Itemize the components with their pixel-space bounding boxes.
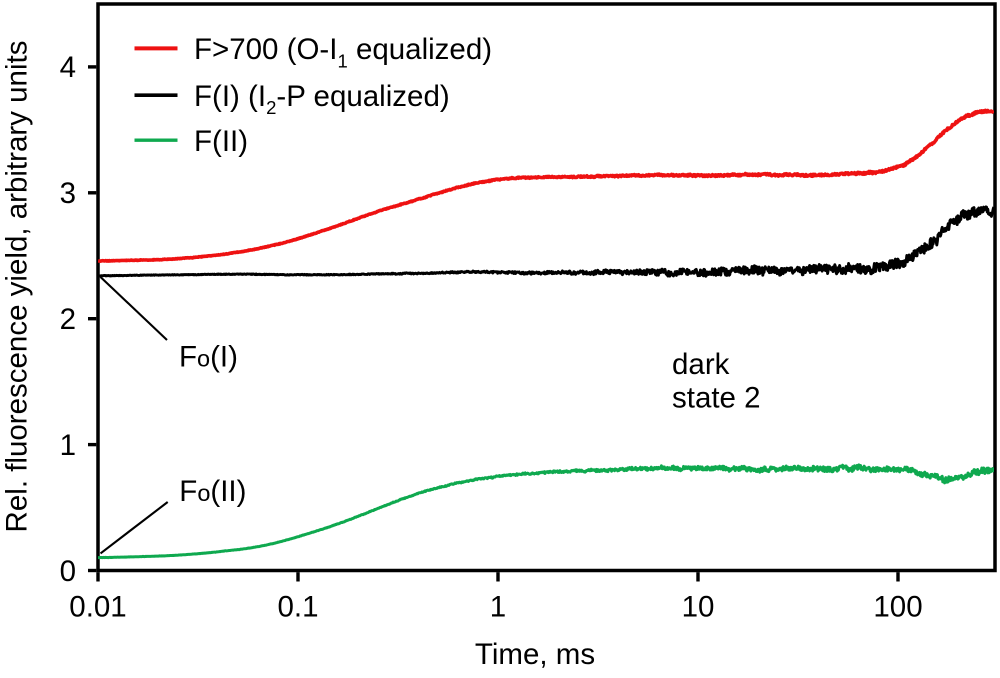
- svg-text:Fo(II): Fo(II): [179, 475, 246, 508]
- svg-text:0: 0: [60, 555, 76, 588]
- svg-text:1: 1: [60, 429, 76, 462]
- svg-text:Time, ms: Time, ms: [475, 638, 595, 671]
- svg-text:0.1: 0.1: [277, 591, 318, 624]
- svg-text:0.01: 0.01: [69, 591, 126, 624]
- svg-text:F(I) (I2-P equalized): F(I) (I2-P equalized): [194, 80, 450, 118]
- svg-text:4: 4: [60, 51, 76, 84]
- svg-text:3: 3: [60, 177, 76, 210]
- svg-text:Fo(I): Fo(I): [179, 341, 238, 374]
- svg-text:1: 1: [490, 591, 506, 624]
- svg-text:state 2: state 2: [672, 382, 761, 415]
- svg-text:F(II): F(II): [194, 125, 248, 158]
- svg-text:dark: dark: [672, 348, 730, 381]
- svg-text:10: 10: [682, 591, 715, 624]
- svg-text:Rel. fluorescence yield, arbit: Rel. fluorescence yield, arbitrary units: [1, 41, 34, 533]
- svg-text:2: 2: [60, 303, 76, 336]
- svg-text:F>700 (O-I1 equalized): F>700 (O-I1 equalized): [194, 33, 492, 71]
- svg-text:100: 100: [873, 591, 922, 624]
